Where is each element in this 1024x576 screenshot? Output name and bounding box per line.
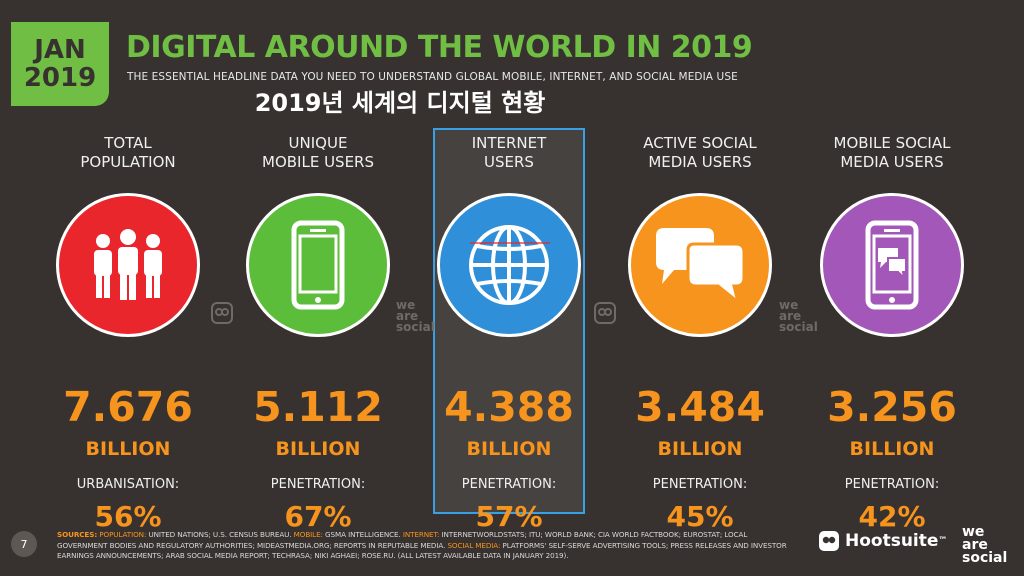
stat-value: 3.256 <box>827 383 957 431</box>
column-label: MOBILE SOCIAL MEDIA USERS <box>833 134 951 171</box>
stat-unit: BILLION <box>849 438 935 460</box>
stat-value: 4.388 <box>444 383 574 431</box>
stat-column-social: ACTIVE SOCIAL MEDIA USERS 3.484 BILLION … <box>605 134 795 533</box>
we-are-social-logo: we are social <box>962 524 1008 566</box>
stat-unit: BILLION <box>275 438 361 460</box>
stat-value: 5.112 <box>253 383 383 431</box>
metric-value: 67% <box>284 500 352 533</box>
owl-watermark-icon <box>211 302 233 328</box>
people-icon <box>56 193 200 337</box>
metric-value: 42% <box>858 500 926 533</box>
mobile-chat-icon <box>820 193 964 337</box>
page-number: 7 <box>11 531 37 557</box>
page-title: DIGITAL AROUND THE WORLD IN 2019 <box>126 30 753 65</box>
stat-column-mobile: UNIQUE MOBILE USERS 5.112 BILLION PENETR… <box>223 134 413 533</box>
stat-unit: BILLION <box>85 438 171 460</box>
date-year: 2019 <box>23 63 97 93</box>
internet-highlight-box <box>433 128 585 514</box>
we-are-social-watermark: we are social <box>396 298 435 334</box>
sources-footnote: SOURCES: POPULATION: UNITED NATIONS; U.S… <box>57 530 787 560</box>
stat-unit: BILLION <box>466 438 552 460</box>
korean-title: 2019년 세계의 디지털 현황 <box>254 89 546 117</box>
page-subtitle: THE ESSENTIAL HEADLINE DATA YOU NEED TO … <box>127 71 738 83</box>
date-month: JAN <box>34 35 86 65</box>
stat-value: 3.484 <box>635 383 765 431</box>
owl-watermark-icon <box>594 302 616 328</box>
hootsuite-logo: Hootsuite ™ <box>818 530 947 552</box>
stat-value: 7.676 <box>63 383 193 431</box>
metric-value: 45% <box>666 500 734 533</box>
column-label: UNIQUE MOBILE USERS <box>262 134 374 171</box>
date-badge: JAN 2019 <box>11 22 109 106</box>
stat-column-internet: INTERNET USERS 4.388 BILLION PENETRATION… <box>414 134 604 533</box>
metric-label: PENETRATION: <box>652 477 748 492</box>
column-label: INTERNET USERS <box>471 134 547 171</box>
metric-value: 56% <box>94 500 162 533</box>
metric-label: PENETRATION: <box>461 477 557 492</box>
stat-column-mobile-social: MOBILE SOCIAL MEDIA USERS 3.256 BILLION … <box>797 134 987 533</box>
we-are-social-watermark: we are social <box>779 298 818 334</box>
globe-icon <box>437 193 581 337</box>
metric-label: PENETRATION: <box>844 477 940 492</box>
speech-bubbles-icon <box>628 193 772 337</box>
metric-label: PENETRATION: <box>270 477 366 492</box>
mobile-phone-icon <box>246 193 390 337</box>
owl-logo-icon <box>819 531 839 551</box>
stat-unit: BILLION <box>657 438 743 460</box>
stat-column-population: TOTAL POPULATION 7.676 BILLION URBANISAT… <box>33 134 223 533</box>
column-label: TOTAL POPULATION <box>80 134 176 171</box>
metric-label: URBANISATION: <box>76 477 180 492</box>
column-label: ACTIVE SOCIAL MEDIA USERS <box>643 134 757 171</box>
metric-value: 57% <box>475 500 543 533</box>
